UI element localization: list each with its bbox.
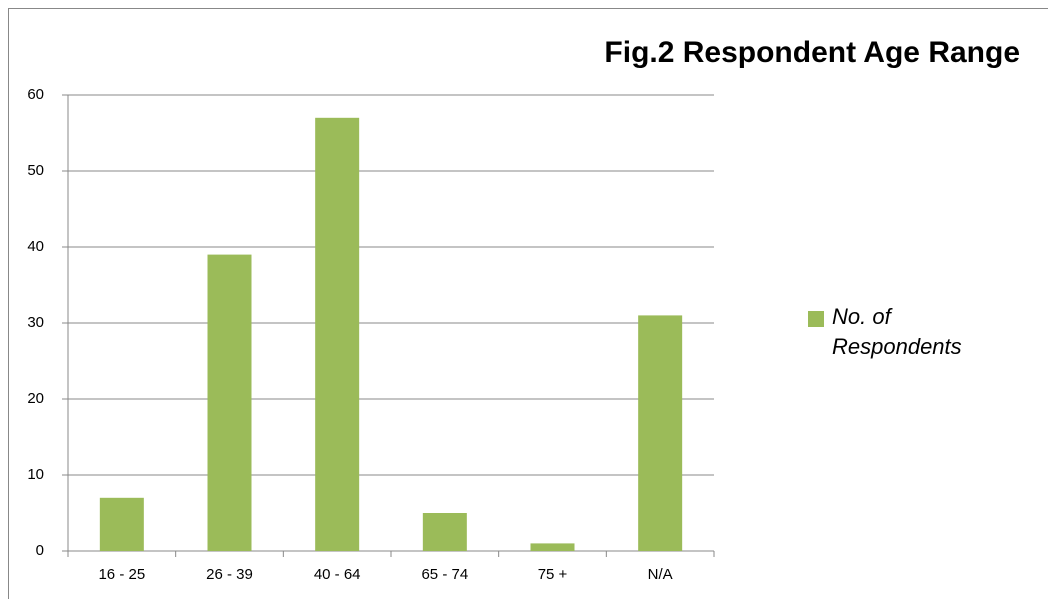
bar — [530, 543, 575, 551]
y-tick-label: 50 — [27, 162, 44, 179]
x-tick-label: 40 - 64 — [314, 566, 361, 583]
x-tick-label: 16 - 25 — [98, 566, 145, 583]
legend-label: No. of Respondents — [832, 304, 962, 359]
x-tick-label: 26 - 39 — [206, 566, 253, 583]
bar — [207, 254, 252, 551]
legend-swatch — [808, 311, 824, 327]
y-tick-label: 0 — [36, 542, 44, 559]
x-tick-label: 65 - 74 — [421, 566, 468, 583]
chart-border — [8, 8, 1048, 599]
y-tick-label: 10 — [27, 466, 44, 483]
y-tick-label: 40 — [27, 238, 44, 255]
bar — [638, 315, 683, 551]
bar — [315, 117, 360, 552]
chart-title: Fig.2 Respondent Age Range — [604, 36, 1020, 69]
y-tick-label: 60 — [27, 86, 44, 103]
x-tick-label: N/A — [648, 566, 673, 583]
y-tick-label: 30 — [27, 314, 44, 331]
x-tick-label: 75 + — [538, 566, 568, 583]
bar — [422, 513, 467, 551]
y-tick-label: 20 — [27, 390, 44, 407]
bar — [99, 497, 144, 551]
